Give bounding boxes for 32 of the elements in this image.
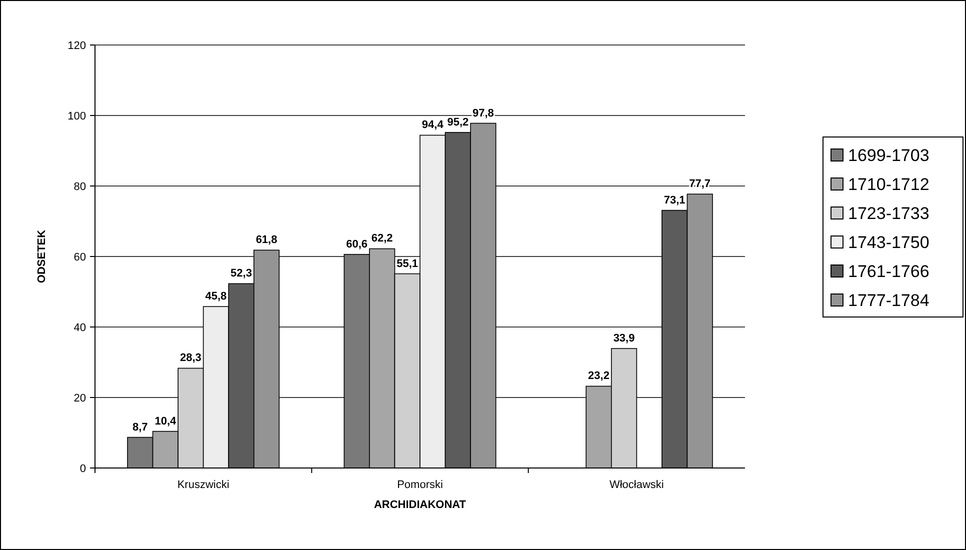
legend-label: 1761-1766 <box>848 262 930 281</box>
data-label: 60,6 <box>346 238 368 250</box>
y-tick-label: 60 <box>74 251 86 264</box>
y-tick-label: 0 <box>80 462 86 475</box>
legend-label: 1699-1703 <box>848 146 930 165</box>
data-label: 62,2 <box>371 232 393 245</box>
y-axis-title: ODSETEK <box>36 230 48 284</box>
y-tick-label: 120 <box>68 40 86 52</box>
data-label: 52,3 <box>230 268 252 280</box>
legend-label: 1710-1712 <box>848 174 930 194</box>
data-label: 61,8 <box>256 234 278 246</box>
data-label: 23,2 <box>588 370 610 382</box>
y-tick-label: 100 <box>68 110 86 122</box>
x-tick-label: Pomorski <box>397 479 443 491</box>
data-label: 94,4 <box>422 119 444 132</box>
legend-label: 1723-1733 <box>848 204 930 223</box>
y-tick-label: 40 <box>74 322 86 334</box>
x-axis-title: ARCHIDIAKONAT <box>374 499 466 511</box>
data-label: 73,1 <box>664 194 686 206</box>
legend-label: 1777-1784 <box>848 290 930 310</box>
data-label: 33,9 <box>613 332 635 345</box>
data-label: 95,2 <box>447 116 469 128</box>
y-tick-label: 80 <box>74 180 86 193</box>
x-tick-label: Kruszwicki <box>177 479 230 491</box>
data-label: 28,3 <box>180 352 202 364</box>
data-label: 10,4 <box>154 415 177 428</box>
y-tick-label: 20 <box>74 392 86 404</box>
data-label: 8,7 <box>132 421 148 434</box>
legend-label: 1743-1750 <box>848 232 930 252</box>
x-tick-label: Włocławski <box>609 479 664 491</box>
data-label: 45,8 <box>205 290 227 303</box>
data-label: 55,1 <box>396 258 418 270</box>
